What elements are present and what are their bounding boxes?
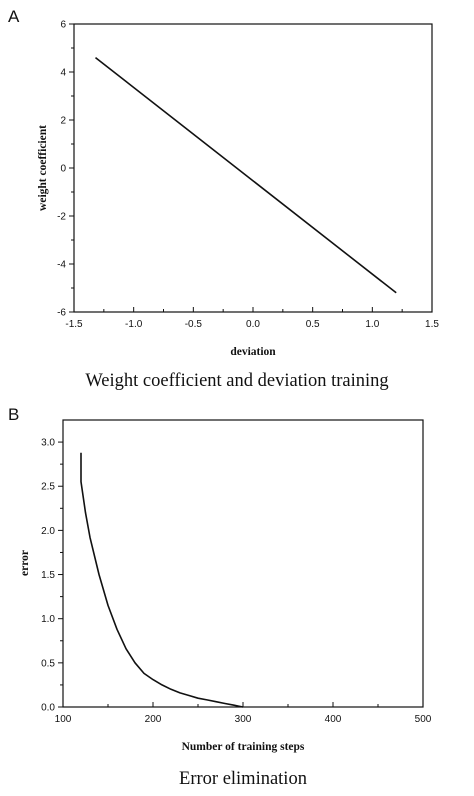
x-tick-label: 200	[145, 714, 162, 725]
panel-a-x-ticks: -1.5 -1.0 -0.5 0.0 0.5 1.0 1.5	[65, 307, 439, 330]
y-tick-label: 2.0	[41, 526, 55, 537]
panel-b-plot-frame	[62, 419, 424, 708]
x-tick-label: 0.0	[246, 319, 260, 330]
panel-b: B 100 200 300 400 500 0.00.51.01.52.02.53.0 …	[8, 405, 432, 789]
y-tick-label: 0.5	[41, 658, 55, 669]
y-tick-label: 3.0	[41, 438, 55, 449]
x-tick-label: 1.5	[425, 319, 439, 330]
x-tick-label: -0.5	[185, 319, 203, 330]
panel-a-series-line	[95, 56, 397, 294]
panel-b-y-axis-label: error	[19, 550, 31, 576]
panel-a-y-axis-label: weight coefficient	[37, 125, 49, 211]
x-tick-label: 400	[325, 714, 342, 725]
panel-b-x-axis-label: Number of training steps	[182, 741, 305, 753]
x-tick-label: 0.5	[306, 319, 320, 330]
x-tick-label: 500	[415, 714, 432, 725]
y-tick-label: -6	[57, 308, 66, 319]
panel-a-x-axis-label: deviation	[230, 346, 276, 358]
panel-a-letter: A	[8, 7, 20, 26]
y-tick-label: 6	[60, 20, 66, 31]
y-tick-label: 0.0	[41, 703, 55, 714]
panel-a-series	[95, 56, 397, 294]
y-tick-label: 2.5	[41, 482, 55, 493]
y-tick-label: 2	[60, 116, 66, 127]
y-tick-label: 4	[60, 68, 66, 79]
x-tick-label: 1.0	[365, 319, 379, 330]
panel-b-y-ticks: 0.0 0.5 1.0 1.5 2.0 2.5 3.0	[41, 438, 63, 714]
x-tick-label: 300	[235, 714, 252, 725]
y-tick-label: 0	[60, 164, 66, 175]
x-tick-label: 100	[55, 714, 72, 725]
x-tick-label: -1.0	[125, 319, 143, 330]
panel-a: A -1.5 -1.0 -0.5 0.0 0.5 1.0 1.5 -6 -4 -2 0 2 4 6 de…	[8, 7, 439, 391]
y-tick-label: 1.5	[41, 570, 55, 581]
panel-b-x-ticks: 100 200 300 400 500	[55, 702, 432, 725]
panel-a-y-ticks: -6 -4 -2 0 2 4 6	[57, 20, 74, 319]
y-tick-label: -4	[57, 260, 66, 271]
y-tick-label: 1.0	[41, 614, 55, 625]
x-tick-label: -1.5	[65, 319, 83, 330]
panel-b-caption: Error elimination	[179, 769, 307, 789]
panel-b-series	[80, 452, 244, 708]
y-tick-label: -2	[57, 212, 66, 223]
panel-a-caption: Weight coefficient and deviation trainin…	[85, 371, 388, 391]
panel-b-letter: B	[8, 405, 19, 424]
panel-b-series-line	[80, 452, 244, 708]
panel-a-plot-frame	[73, 23, 433, 313]
